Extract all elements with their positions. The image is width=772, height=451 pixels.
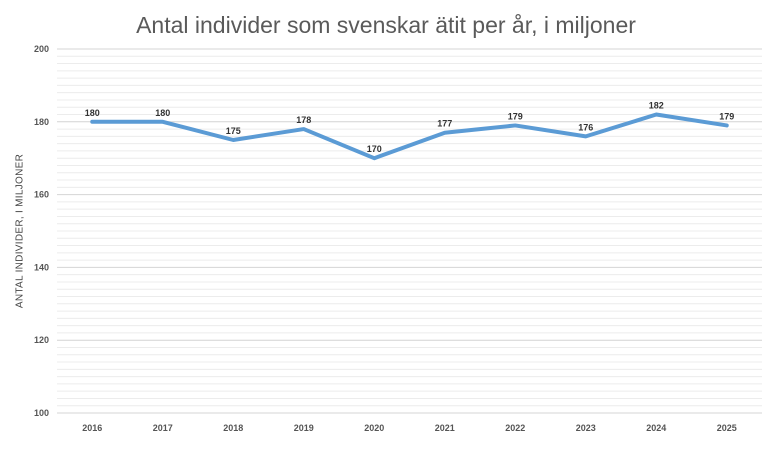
x-tick-label: 2021 — [435, 423, 455, 433]
x-tick-label: 2017 — [153, 423, 173, 433]
data-label: 170 — [367, 144, 382, 154]
series-line — [90, 112, 729, 161]
data-label: 178 — [296, 115, 311, 125]
data-label: 180 — [155, 108, 170, 118]
x-tick-label: 2025 — [717, 423, 737, 433]
x-tick-label: 2024 — [646, 423, 666, 433]
data-label: 175 — [226, 126, 241, 136]
x-tick-label: 2022 — [505, 423, 525, 433]
y-tick-label: 120 — [34, 335, 49, 345]
chart-title: Antal individer som svenskar ätit per år… — [136, 12, 636, 38]
data-label: 176 — [578, 122, 593, 132]
data-label: 177 — [437, 119, 452, 129]
x-tick-label: 2019 — [294, 423, 314, 433]
data-label: 179 — [508, 111, 523, 121]
y-tick-label: 180 — [34, 117, 49, 127]
y-tick-label: 100 — [34, 408, 49, 418]
x-tick-label: 2018 — [223, 423, 243, 433]
data-label: 180 — [85, 108, 100, 118]
x-tick-label: 2023 — [576, 423, 596, 433]
y-tick-label: 200 — [34, 44, 49, 54]
x-tick-label: 2016 — [82, 423, 102, 433]
data-label: 179 — [719, 111, 734, 121]
y-tick-label: 160 — [34, 190, 49, 200]
data-label: 182 — [649, 101, 664, 111]
x-tick-label: 2020 — [364, 423, 384, 433]
y-tick-label: 140 — [34, 262, 49, 272]
